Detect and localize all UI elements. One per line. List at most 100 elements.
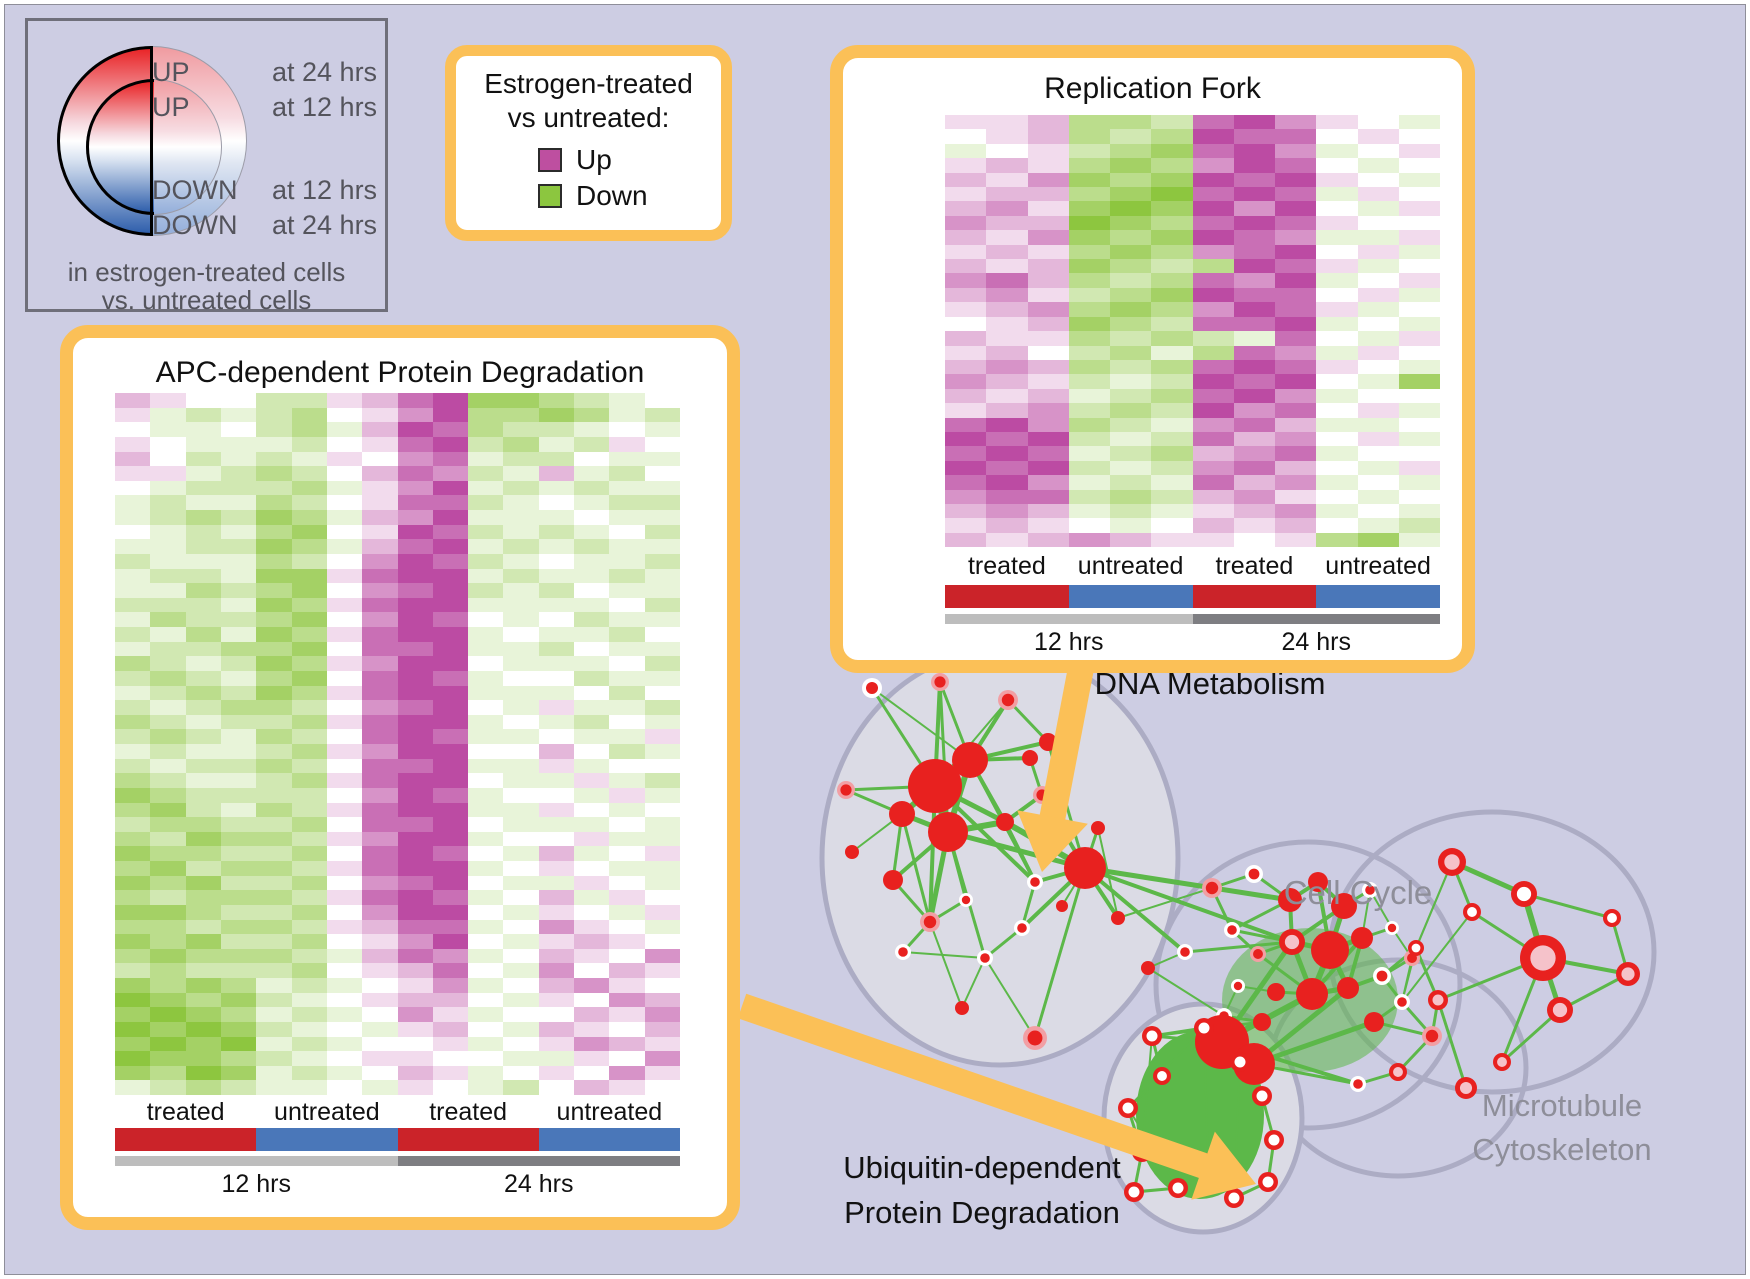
heatmap-cell	[1110, 489, 1152, 504]
heatmap-cell	[362, 583, 398, 598]
heatmap-cell	[397, 1007, 433, 1022]
heatmap-cell	[432, 978, 469, 993]
apc-group-untreated-24: untreated	[556, 1098, 663, 1126]
heatmap-cell	[1316, 187, 1358, 202]
heatmap-cell	[609, 1065, 645, 1081]
heatmap-row	[945, 475, 1440, 490]
heatmap-cell	[1275, 403, 1317, 418]
heatmap-cell	[1233, 532, 1275, 548]
heatmap-cell	[644, 539, 680, 554]
heatmap-cell	[503, 568, 539, 584]
heatmap-row	[945, 503, 1440, 519]
heatmap-cell	[574, 466, 610, 481]
heatmap-cell	[574, 700, 610, 715]
heatmap-cell	[432, 583, 469, 598]
rf-group-labels: treated untreated treated untreated	[945, 552, 1440, 581]
heatmap-cell	[986, 331, 1028, 346]
heatmap-cell	[609, 539, 645, 554]
heatmap-cell	[115, 934, 151, 949]
heatmap-cell	[185, 451, 221, 467]
heatmap-cell	[945, 431, 987, 447]
heatmap-cell	[291, 656, 327, 671]
heatmap-cell	[574, 670, 610, 686]
heatmap-cell	[1233, 244, 1275, 260]
heatmap-cell	[432, 904, 469, 920]
heatmap-cell	[185, 553, 221, 569]
heatmap-cell	[1275, 187, 1317, 202]
heatmap-cell	[644, 714, 680, 730]
heatmap-cell	[609, 729, 645, 744]
heatmap-cell	[1110, 230, 1152, 245]
heatmap-cell	[362, 890, 398, 905]
heatmap-cell	[503, 685, 539, 701]
heatmap-cell	[1151, 158, 1193, 173]
heatmap-cell	[986, 172, 1028, 188]
heatmap-cell	[397, 495, 433, 510]
heatmap-cell	[291, 963, 327, 978]
heatmap-cell	[468, 978, 504, 993]
heatmap-cell	[609, 904, 645, 920]
heatmap-cell	[1151, 259, 1193, 274]
heatmap-row	[115, 641, 680, 657]
heatmap-cell	[150, 495, 186, 510]
heatmap-row	[945, 460, 1440, 476]
heatmap-cell	[1068, 316, 1110, 332]
heatmap-cell	[326, 524, 363, 540]
heatmap-cell	[115, 480, 151, 496]
heatmap-cell	[432, 612, 469, 627]
heatmap-cell	[397, 510, 433, 525]
heatmap-cell	[256, 670, 292, 686]
heatmap-cell	[1357, 158, 1399, 173]
heatmap-cell	[945, 446, 987, 461]
heatmap-cell	[1068, 388, 1110, 404]
heatmap-cell	[503, 992, 539, 1008]
heatmap-cell	[1398, 287, 1440, 303]
heatmap-cell	[503, 729, 539, 744]
heatmap-cell	[326, 934, 363, 949]
heatmap-cell	[574, 685, 610, 701]
heatmap-cell	[644, 597, 680, 613]
heatmap-cell	[538, 1021, 575, 1037]
heatmap-cell	[644, 670, 680, 686]
heatmap-cell	[1192, 403, 1234, 418]
heatmap-cell	[1316, 331, 1358, 346]
heatmap-cell	[362, 407, 398, 423]
heatmap-row	[115, 407, 680, 423]
heatmap-cell	[220, 1036, 257, 1052]
heatmap-cell	[1357, 475, 1399, 490]
heatmap-cell	[432, 831, 469, 847]
heatmap-cell	[644, 700, 680, 715]
heatmap-cell	[326, 904, 363, 920]
heatmap-row	[115, 524, 680, 540]
heatmap-cell	[1027, 244, 1069, 260]
heatmap-cell	[1151, 431, 1193, 447]
heatmap-cell	[1275, 158, 1317, 173]
heatmap-cell	[362, 597, 398, 613]
heatmap-cell	[574, 1051, 610, 1066]
heatmap-cell	[574, 934, 610, 949]
heatmap-cell	[538, 539, 575, 554]
heatmap-cell	[1027, 475, 1069, 490]
heatmap-cell	[503, 1065, 539, 1081]
heatmap-cell	[574, 992, 610, 1008]
heatmap-cell	[150, 744, 186, 759]
heatmap-cell	[609, 963, 645, 978]
heatmap-cell	[468, 1065, 504, 1081]
heatmap-cell	[432, 744, 469, 759]
heatmap-cell	[1398, 359, 1440, 375]
heatmap-cell	[1398, 129, 1440, 144]
heatmap-cell	[432, 1065, 469, 1081]
heatmap-cell	[1316, 460, 1358, 476]
heatmap-cell	[150, 422, 186, 437]
heatmap-cell	[1151, 273, 1193, 288]
rf-panel-title: Replication Fork	[1044, 72, 1261, 105]
heatmap-cell	[1398, 201, 1440, 216]
heatmap-cell	[538, 758, 575, 774]
heatmap-cell	[503, 904, 539, 920]
heatmap-cell	[291, 1080, 327, 1095]
heatmap-cell	[220, 729, 257, 744]
heatmap-cell	[115, 744, 151, 759]
heatmap-cell	[362, 831, 398, 847]
heatmap-cell	[1151, 215, 1193, 231]
heatmap-cell	[256, 451, 292, 467]
